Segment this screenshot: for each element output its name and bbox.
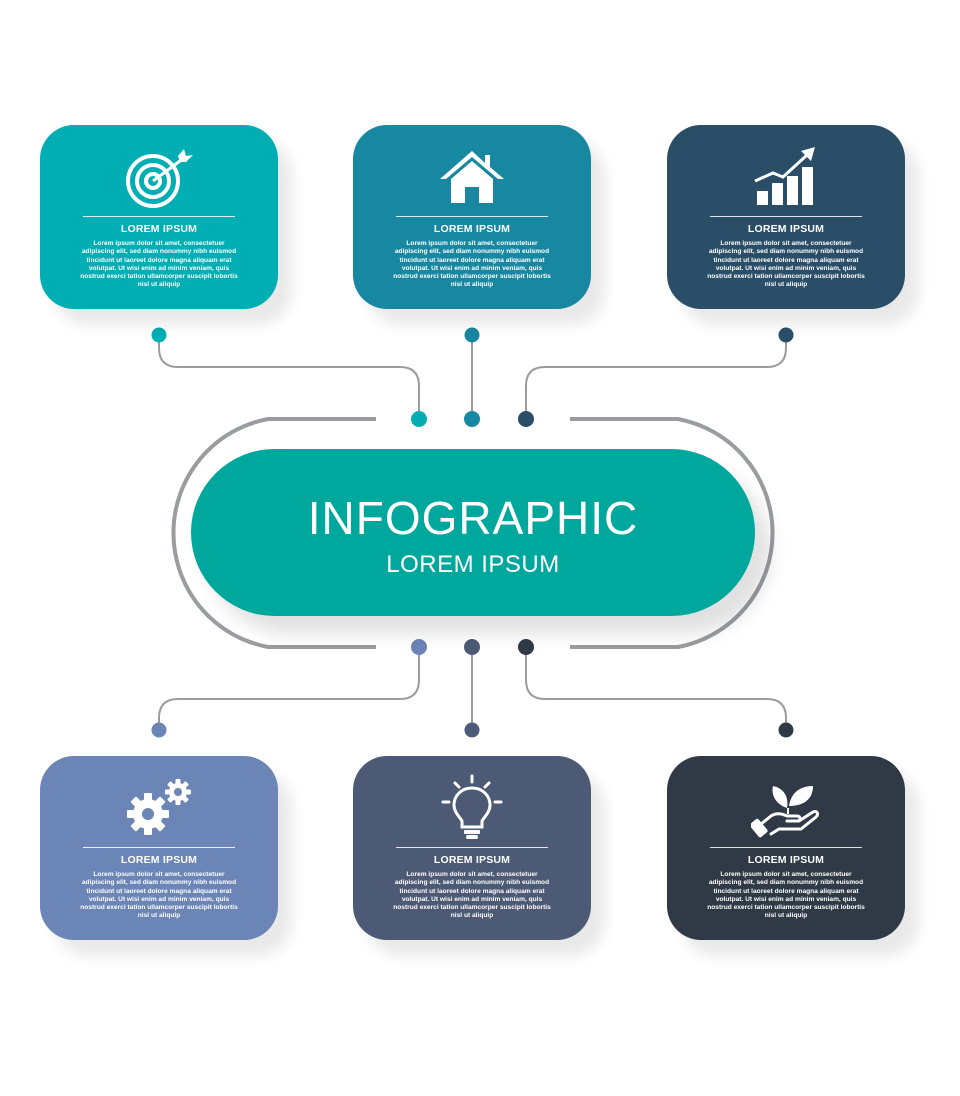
- connector-dot: [411, 411, 427, 427]
- card-body: Lorem ipsum dolor sit amet, consectetuer…: [393, 240, 551, 289]
- card-gears: LOREM IPSUM Lorem ipsum dolor sit amet, …: [40, 756, 278, 940]
- center-subtitle: LOREM IPSUM: [386, 551, 560, 578]
- card-title: LOREM IPSUM: [433, 223, 511, 235]
- card-title: LOREM IPSUM: [747, 223, 825, 235]
- lightbulb-icon: [437, 774, 507, 840]
- card-divider: [710, 847, 862, 848]
- card-home: LOREM IPSUM Lorem ipsum dolor sit amet, …: [353, 125, 591, 309]
- card-body: Lorem ipsum dolor sit amet, consectetuer…: [80, 240, 238, 289]
- card-body: Lorem ipsum dolor sit amet, consectetuer…: [393, 871, 551, 920]
- connector-dot: [518, 639, 534, 655]
- gears-icon: [124, 774, 194, 840]
- card-body: Lorem ipsum dolor sit amet, consectetuer…: [707, 871, 865, 920]
- card-divider: [710, 216, 862, 217]
- card-body: Lorem ipsum dolor sit amet, consectetuer…: [80, 871, 238, 920]
- center-title: INFOGRAPHIC: [307, 492, 639, 544]
- growth-chart-icon: [751, 143, 821, 209]
- connector-dot: [151, 722, 167, 738]
- connector-dot: [464, 639, 480, 655]
- connector-dot: [778, 722, 794, 738]
- card-divider: [396, 847, 548, 848]
- target-icon: [124, 143, 194, 209]
- center-hub: INFOGRAPHIC LOREM IPSUM: [191, 449, 755, 616]
- connector-dot: [518, 411, 534, 427]
- card-hand-leaf: LOREM IPSUM Lorem ipsum dolor sit amet, …: [667, 756, 905, 940]
- connector-dot: [464, 327, 480, 343]
- card-title: LOREM IPSUM: [120, 223, 198, 235]
- card-divider: [396, 216, 548, 217]
- card-divider: [83, 847, 235, 848]
- card-lightbulb: LOREM IPSUM Lorem ipsum dolor sit amet, …: [353, 756, 591, 940]
- home-icon: [437, 143, 507, 209]
- card-growth: LOREM IPSUM Lorem ipsum dolor sit amet, …: [667, 125, 905, 309]
- connector-dot: [778, 327, 794, 343]
- card-title: LOREM IPSUM: [120, 854, 198, 866]
- card-title: LOREM IPSUM: [747, 854, 825, 866]
- hand-leaf-icon: [751, 774, 821, 840]
- card-body: Lorem ipsum dolor sit amet, consectetuer…: [707, 240, 865, 289]
- card-divider: [83, 216, 235, 217]
- connector-dot: [464, 722, 480, 738]
- card-target: LOREM IPSUM Lorem ipsum dolor sit amet, …: [40, 125, 278, 309]
- connector-dot: [464, 411, 480, 427]
- connector-dot: [411, 639, 427, 655]
- connector-dot: [151, 327, 167, 343]
- card-title: LOREM IPSUM: [433, 854, 511, 866]
